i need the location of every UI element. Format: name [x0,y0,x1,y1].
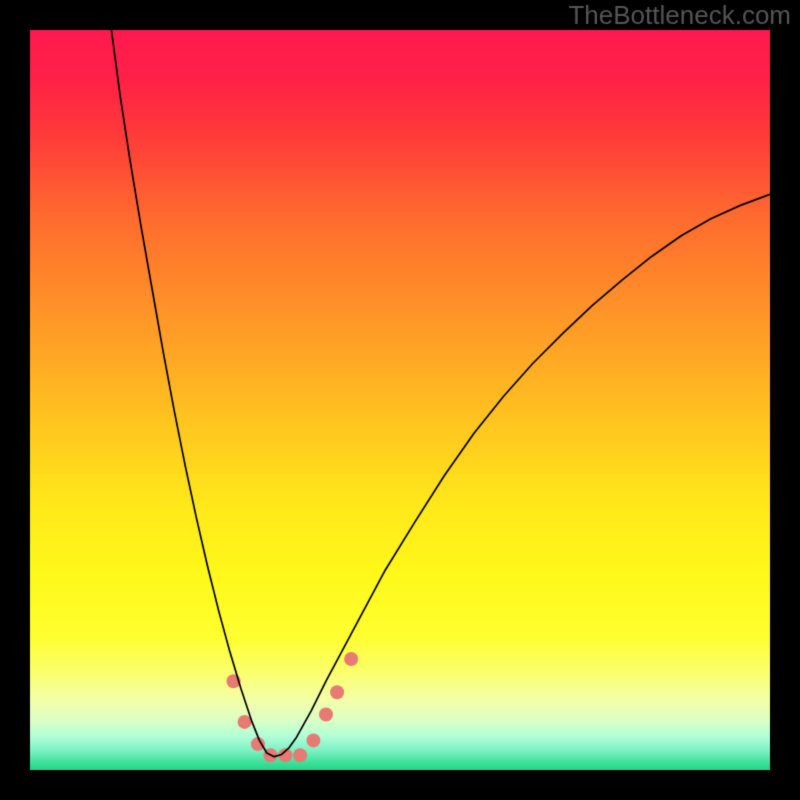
chart-container [0,0,800,800]
bottleneck-chart-canvas [0,0,800,800]
